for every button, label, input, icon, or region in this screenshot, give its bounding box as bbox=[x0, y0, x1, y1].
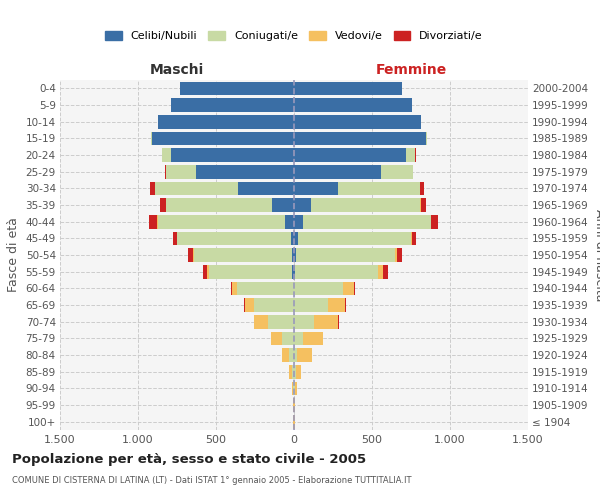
Bar bbox=[406, 148, 415, 162]
Bar bbox=[180, 82, 294, 95]
Bar bbox=[292, 248, 294, 262]
Bar bbox=[294, 382, 295, 395]
Bar bbox=[380, 165, 413, 178]
Bar bbox=[298, 232, 411, 245]
Bar bbox=[295, 265, 378, 278]
Y-axis label: Fasce di età: Fasce di età bbox=[7, 218, 20, 292]
Bar bbox=[286, 215, 294, 228]
Y-axis label: Anni di nascita: Anni di nascita bbox=[593, 209, 600, 301]
Bar bbox=[268, 315, 294, 328]
Bar bbox=[289, 348, 294, 362]
Text: COMUNE DI CISTERNA DI LATINA (LT) - Dati ISTAT 1° gennaio 2005 - Elaborazione TU: COMUNE DI CISTERNA DI LATINA (LT) - Dati… bbox=[12, 476, 412, 485]
Bar bbox=[421, 198, 426, 212]
Bar bbox=[295, 382, 297, 395]
Bar bbox=[203, 265, 208, 278]
Bar bbox=[232, 282, 237, 295]
Legend: Celibi/Nubili, Coniugati/e, Vedovi/e, Divorziati/e: Celibi/Nubili, Coniugati/e, Vedovi/e, Di… bbox=[101, 26, 487, 46]
Bar bbox=[294, 165, 380, 178]
Bar bbox=[294, 115, 421, 128]
Bar bbox=[294, 248, 296, 262]
Bar bbox=[294, 215, 304, 228]
Bar bbox=[292, 365, 294, 378]
Text: Femmine: Femmine bbox=[376, 62, 446, 76]
Bar bbox=[166, 165, 196, 178]
Bar bbox=[328, 298, 346, 312]
Bar bbox=[209, 265, 292, 278]
Bar bbox=[296, 365, 301, 378]
Bar bbox=[152, 132, 294, 145]
Bar bbox=[173, 232, 176, 245]
Bar bbox=[297, 348, 312, 362]
Bar bbox=[314, 315, 338, 328]
Bar bbox=[294, 265, 295, 278]
Bar bbox=[294, 132, 426, 145]
Bar bbox=[158, 115, 294, 128]
Bar bbox=[294, 148, 406, 162]
Bar bbox=[244, 298, 245, 312]
Bar bbox=[289, 365, 292, 378]
Bar bbox=[245, 298, 254, 312]
Bar bbox=[426, 132, 427, 145]
Bar bbox=[237, 282, 294, 295]
Bar bbox=[378, 265, 383, 278]
Bar bbox=[165, 165, 166, 178]
Bar bbox=[171, 148, 294, 162]
Bar bbox=[160, 198, 166, 212]
Bar bbox=[149, 215, 157, 228]
Bar bbox=[294, 298, 328, 312]
Bar bbox=[383, 265, 388, 278]
Bar bbox=[150, 182, 155, 195]
Bar bbox=[291, 232, 294, 245]
Bar bbox=[294, 365, 296, 378]
Bar bbox=[294, 348, 297, 362]
Bar bbox=[294, 82, 403, 95]
Bar bbox=[354, 282, 355, 295]
Bar bbox=[171, 98, 294, 112]
Bar bbox=[338, 182, 419, 195]
Bar bbox=[311, 198, 421, 212]
Bar bbox=[294, 232, 298, 245]
Bar bbox=[397, 248, 401, 262]
Bar bbox=[431, 215, 438, 228]
Bar bbox=[293, 382, 294, 395]
Bar bbox=[292, 382, 293, 395]
Bar bbox=[155, 182, 238, 195]
Bar bbox=[281, 332, 294, 345]
Bar bbox=[238, 182, 294, 195]
Bar bbox=[420, 182, 424, 195]
Bar bbox=[188, 248, 193, 262]
Bar bbox=[294, 98, 412, 112]
Bar bbox=[272, 198, 294, 212]
Bar bbox=[151, 132, 152, 145]
Bar bbox=[294, 182, 338, 195]
Bar bbox=[193, 248, 194, 262]
Bar bbox=[304, 215, 431, 228]
Bar bbox=[304, 332, 323, 345]
Text: Popolazione per età, sesso e stato civile - 2005: Popolazione per età, sesso e stato civil… bbox=[12, 452, 366, 466]
Bar bbox=[411, 232, 412, 245]
Bar bbox=[296, 248, 395, 262]
Text: Maschi: Maschi bbox=[150, 62, 204, 76]
Bar bbox=[294, 332, 304, 345]
Bar bbox=[343, 282, 354, 295]
Bar bbox=[177, 232, 291, 245]
Bar bbox=[254, 315, 268, 328]
Bar bbox=[196, 165, 294, 178]
Bar bbox=[194, 248, 292, 262]
Bar bbox=[294, 198, 311, 212]
Bar bbox=[395, 248, 397, 262]
Bar bbox=[294, 282, 343, 295]
Bar bbox=[162, 148, 171, 162]
Bar bbox=[271, 332, 281, 345]
Bar bbox=[283, 348, 289, 362]
Bar bbox=[166, 198, 272, 212]
Bar bbox=[231, 282, 232, 295]
Bar bbox=[254, 298, 294, 312]
Bar bbox=[294, 315, 314, 328]
Bar bbox=[292, 265, 294, 278]
Bar bbox=[208, 265, 209, 278]
Bar bbox=[157, 215, 286, 228]
Bar bbox=[412, 232, 416, 245]
